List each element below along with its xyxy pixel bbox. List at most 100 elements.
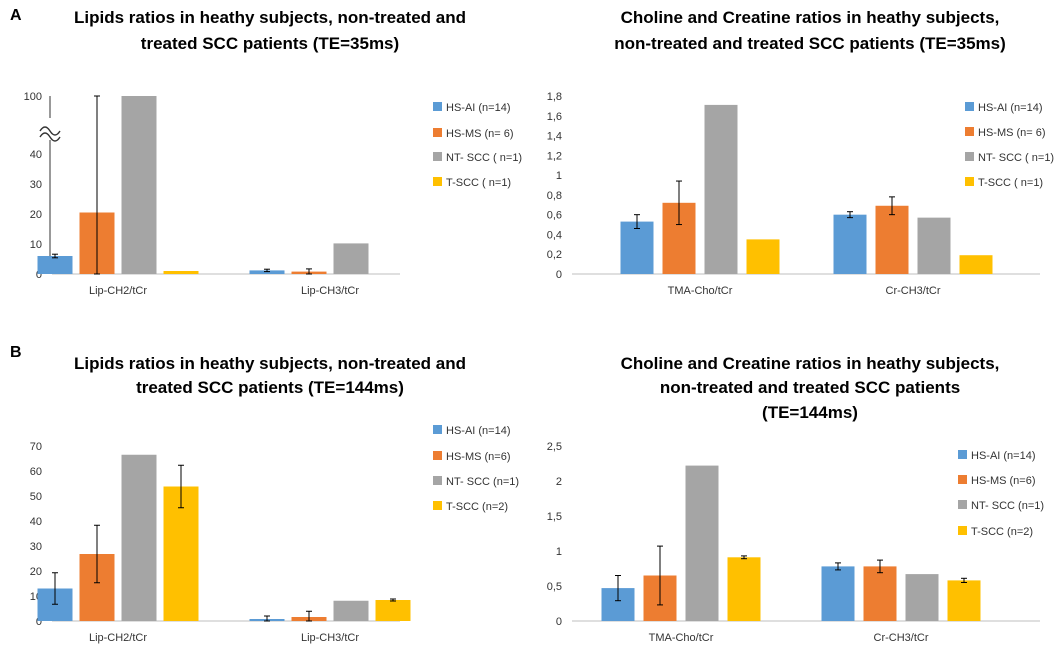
bar	[947, 580, 981, 621]
legend-swatch	[958, 450, 967, 459]
bar	[833, 214, 867, 274]
legend-label: NT- SCC (n=1)	[971, 500, 1044, 512]
legend-label: HS-AI (n=14)	[446, 102, 511, 114]
bar	[959, 255, 993, 274]
legend-label: T-SCC (n=2)	[446, 501, 508, 513]
chart-title-line: treated SCC patients (TE=35ms)	[141, 34, 399, 53]
chart-title-line: treated SCC patients (TE=144ms)	[136, 378, 404, 397]
y-tick-label: 2	[556, 476, 562, 488]
y-tick-label: 60	[30, 466, 42, 478]
chart-title-line: Choline and Creatine ratios in heathy su…	[621, 8, 1000, 27]
y-tick-label: 40	[30, 149, 42, 161]
bar	[163, 486, 199, 621]
y-tick-label: 0	[556, 269, 562, 281]
legend-label: HS-MS (n=6)	[446, 451, 511, 463]
legend-swatch	[433, 177, 442, 186]
legend-label: HS-MS (n= 6)	[978, 127, 1046, 139]
legend-swatch	[958, 526, 967, 535]
y-tick-label: 1,4	[547, 131, 562, 143]
legend-swatch	[965, 152, 974, 161]
y-tick-label: 0,5	[547, 581, 562, 593]
x-category-label: TMA-Cho/tCr	[668, 285, 733, 297]
y-tick-label: 0	[36, 616, 42, 628]
legend-label: T-SCC ( n=1)	[978, 177, 1043, 189]
chart-title-line: Lipids ratios in heathy subjects, non-tr…	[74, 354, 466, 373]
legend-swatch	[433, 425, 442, 434]
x-category-label: TMA-Cho/tCr	[649, 632, 714, 644]
bar	[875, 205, 909, 274]
bar	[121, 454, 157, 621]
panel-label-a: A	[10, 7, 22, 24]
y-tick-label: 1,2	[547, 150, 562, 162]
panel-label-b: B	[10, 344, 22, 361]
legend-swatch	[965, 127, 974, 136]
legend-swatch	[958, 475, 967, 484]
y-tick-label: 1	[556, 170, 562, 182]
bar	[375, 600, 411, 621]
y-tick-label: 10	[30, 239, 42, 251]
y-tick-label: 0,2	[547, 249, 562, 261]
chart-title-line: Choline and Creatine ratios in heathy su…	[621, 354, 1000, 373]
bar	[163, 271, 199, 274]
bar	[863, 566, 897, 621]
legend-label: HS-AI (n=14)	[446, 425, 511, 437]
y-tick-label: 50	[30, 491, 42, 503]
bar	[37, 256, 73, 274]
x-category-label: Cr-CH3/tCr	[874, 632, 929, 644]
chart-choline-creatine-te35: Choline and Creatine ratios in heathy su…	[547, 8, 1054, 297]
legend-label: NT- SCC (n=1)	[446, 476, 519, 488]
axis-break-mark	[39, 132, 61, 142]
bar	[333, 243, 369, 274]
legend-label: NT- SCC ( n=1)	[978, 152, 1054, 164]
legend-label: HS-MS (n=6)	[971, 475, 1036, 487]
y-tick-label: 30	[30, 541, 42, 553]
y-tick-label: 70	[30, 441, 42, 453]
bar	[905, 574, 939, 621]
legend-swatch	[433, 102, 442, 111]
chart-title-line: Lipids ratios in heathy subjects, non-tr…	[74, 8, 466, 27]
bar	[821, 566, 855, 621]
y-tick-label: 1,8	[547, 91, 562, 103]
legend-label: HS-AI (n=14)	[978, 102, 1043, 114]
bar	[620, 221, 654, 274]
chart-lipids-te35: Lipids ratios in heathy subjects, non-tr…	[24, 8, 522, 297]
y-tick-label: 1	[556, 546, 562, 558]
chart-title-line: non-treated and treated SCC patients	[660, 378, 960, 397]
legend-swatch	[965, 102, 974, 111]
x-category-label: Cr-CH3/tCr	[886, 285, 941, 297]
y-tick-label: 0	[556, 616, 562, 628]
y-tick-label: 0,8	[547, 190, 562, 202]
y-tick-label: 0	[36, 269, 42, 281]
legend-label: HS-MS (n= 6)	[446, 128, 514, 140]
y-tick-label: 20	[30, 209, 42, 221]
bar	[249, 270, 285, 274]
chart-lipids-te144: Lipids ratios in heathy subjects, non-tr…	[30, 354, 519, 644]
legend-swatch	[433, 128, 442, 137]
legend-swatch	[958, 500, 967, 509]
legend-swatch	[965, 177, 974, 186]
chart-choline-creatine-te144: Choline and Creatine ratios in heathy su…	[547, 354, 1044, 644]
legend-label: T-SCC ( n=1)	[446, 177, 511, 189]
y-tick-label: 0,6	[547, 210, 562, 222]
axis-break-mark	[39, 126, 61, 136]
bar	[746, 239, 780, 274]
bar	[121, 96, 157, 274]
legend-label: T-SCC (n=2)	[971, 526, 1033, 538]
legend-label: HS-AI (n=14)	[971, 450, 1036, 462]
legend-swatch	[433, 501, 442, 510]
y-tick-label: 2,5	[547, 441, 562, 453]
y-tick-label: 30	[30, 179, 42, 191]
y-tick-label: 40	[30, 516, 42, 528]
bar	[333, 600, 369, 621]
bar	[727, 557, 761, 621]
x-category-label: Lip-CH3/tCr	[301, 285, 359, 297]
y-tick-label: 1,5	[547, 511, 562, 523]
bar	[704, 104, 738, 275]
y-tick-label: 20	[30, 566, 42, 578]
y-tick-label: 100	[24, 91, 42, 103]
x-category-label: Lip-CH2/tCr	[89, 632, 147, 644]
bar	[917, 217, 951, 274]
legend-swatch	[433, 152, 442, 161]
chart-title-line: (TE=144ms)	[762, 403, 858, 422]
